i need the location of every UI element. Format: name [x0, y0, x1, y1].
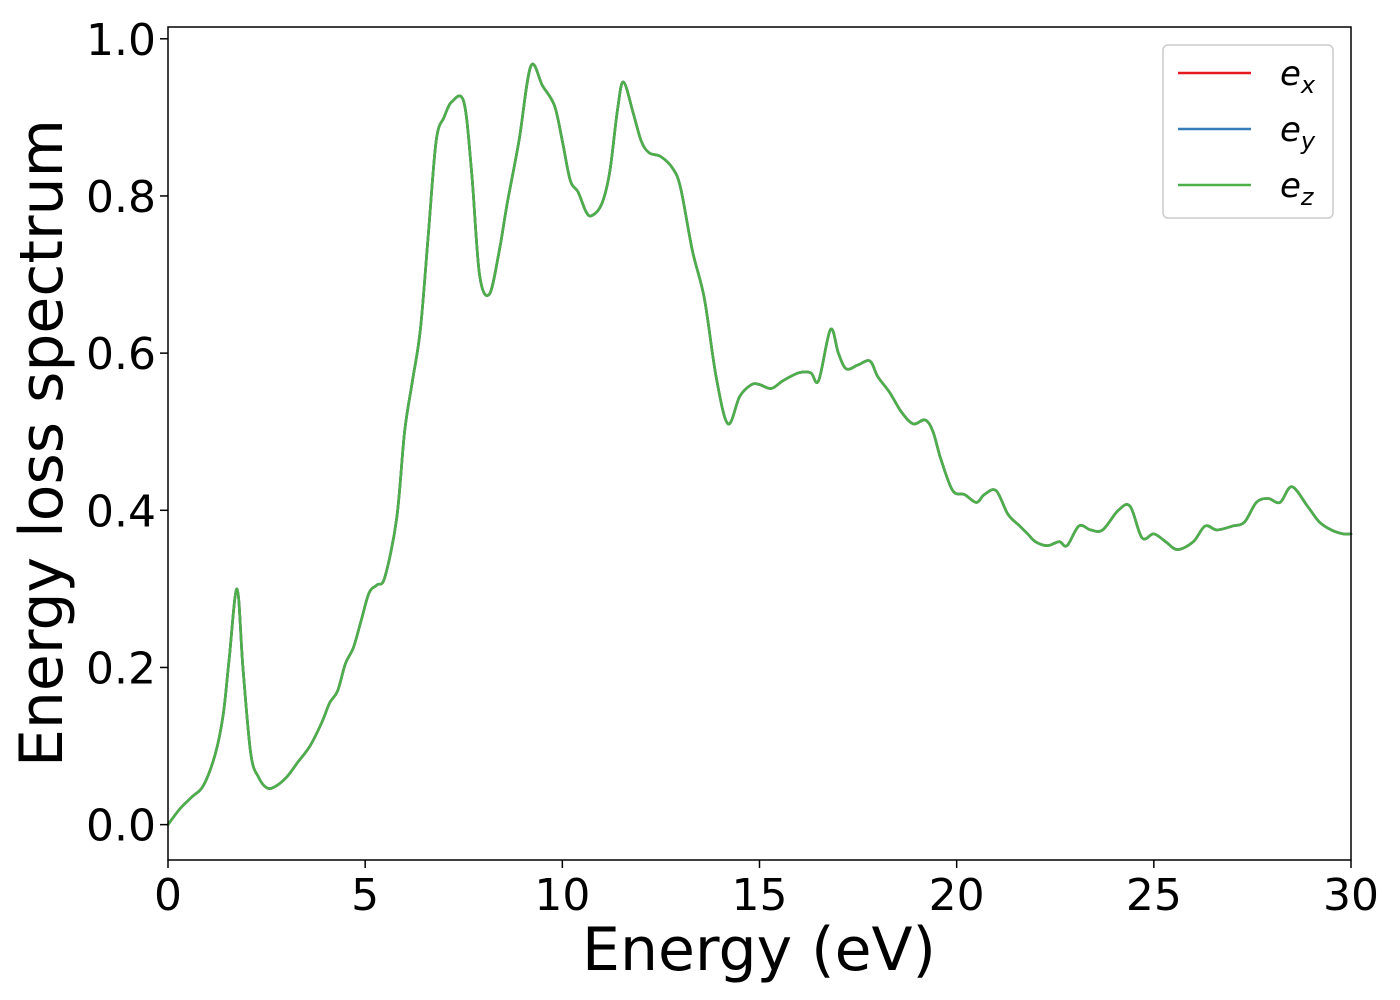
y-tick-label: 0.4	[86, 486, 156, 537]
x-axis-title: Energy (eV)	[582, 915, 936, 985]
legend: ex ey ez	[1162, 44, 1334, 219]
y-tick-label: 0.8	[86, 172, 156, 223]
y-tick-label: 0.2	[86, 643, 156, 694]
y-tick-label: 0.6	[86, 329, 156, 380]
legend-box	[1162, 44, 1334, 219]
x-tick-label: 20	[929, 870, 985, 921]
legend-label-z: ez	[1280, 166, 1315, 211]
x-tick-label: 30	[1323, 870, 1379, 921]
y-tick-label: 0.0	[86, 801, 156, 852]
legend-label-y: ey	[1280, 110, 1316, 155]
y-axis-title: Energy loss spectrum	[7, 119, 77, 767]
x-tick-label: 15	[732, 870, 788, 921]
legend-label-x: ex	[1280, 54, 1316, 99]
x-tick-label: 5	[351, 870, 379, 921]
x-tick-label: 10	[534, 870, 590, 921]
series-layer	[166, 62, 1353, 826]
series-line-z	[166, 62, 1353, 826]
y-axis: 0.0 0.2 0.4 0.6 0.8 1.0	[86, 15, 168, 852]
x-tick-label: 25	[1126, 870, 1182, 921]
x-axis: 0 5 10 15 20 25 30	[154, 860, 1379, 921]
y-tick-label: 1.0	[86, 15, 156, 66]
x-tick-label: 0	[154, 870, 182, 921]
